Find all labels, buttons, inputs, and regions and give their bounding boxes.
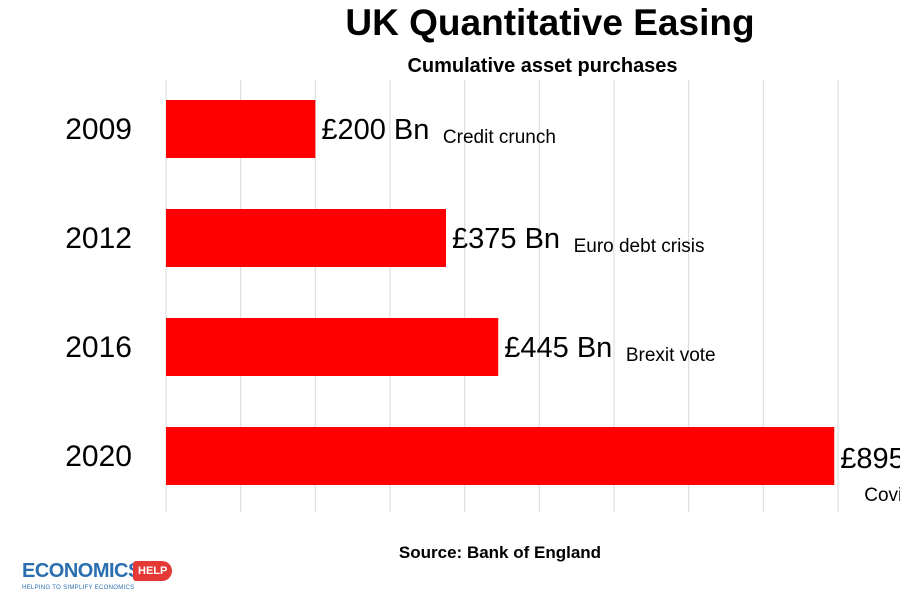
logo-word: ECONOMICS: [22, 560, 141, 582]
category-label: 2020: [65, 440, 132, 473]
chart-subtitle: Cumulative asset purchases: [407, 55, 678, 77]
data-label: £200 Bn: [321, 114, 429, 146]
bar: [166, 209, 446, 267]
chart-title: UK Quantitative Easing: [345, 2, 755, 43]
economics-help-logo: ECONOMICS HELP HELPING TO SIMPLIFY ECONO…: [22, 560, 182, 594]
annotation: Credit crunch: [443, 127, 556, 148]
logo-tagline: HELPING TO SIMPLIFY ECONOMICS: [22, 585, 135, 591]
bar: [166, 318, 499, 376]
bar: [166, 427, 835, 485]
data-label: £895 Bn: [840, 443, 900, 475]
category-label: 2009: [65, 113, 132, 146]
data-label: £375 Bn: [452, 223, 560, 255]
annotation: Brexit vote: [626, 345, 716, 366]
annotation: Euro debt crisis: [574, 236, 705, 257]
bar: [166, 100, 316, 158]
category-label: 2016: [65, 331, 132, 364]
data-label: £445 Bn: [504, 332, 612, 364]
logo-badge: HELP: [133, 561, 173, 581]
source-note: Source: Bank of England: [398, 543, 602, 562]
annotation: Covid: [864, 485, 900, 506]
category-label: 2012: [65, 222, 132, 255]
